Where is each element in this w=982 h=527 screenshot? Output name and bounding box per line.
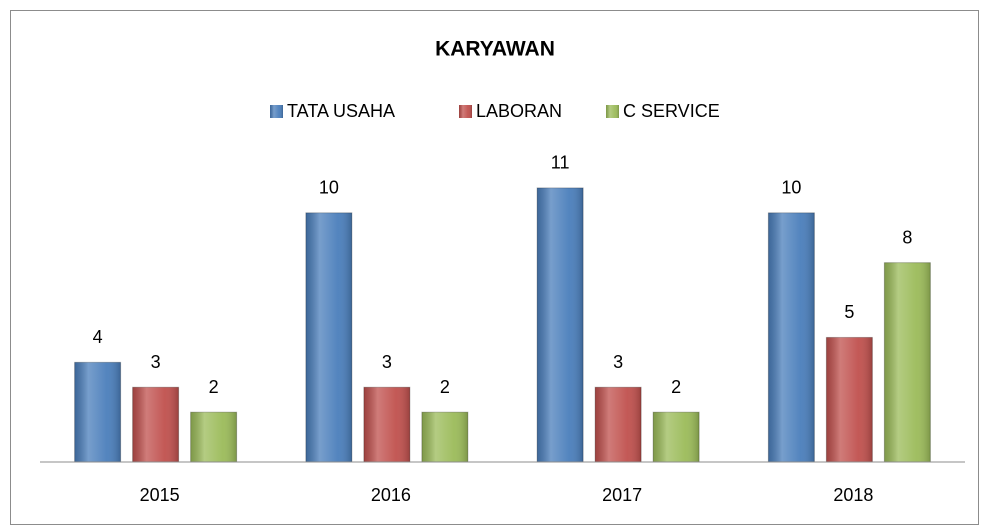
data-label: 3 — [382, 352, 392, 372]
bar-shine — [421, 412, 468, 462]
legend-swatch-shine — [459, 105, 472, 118]
bar-shine — [190, 412, 237, 462]
chart-title: KARYAWAN — [435, 38, 555, 61]
bar-shine — [537, 187, 584, 462]
data-label: 4 — [93, 327, 103, 347]
legend-swatch-shine — [270, 105, 283, 118]
legend-swatch-shine — [606, 105, 619, 118]
bar-shine — [768, 212, 815, 462]
x-tick-label: 2016 — [371, 485, 411, 505]
data-label: 5 — [844, 302, 854, 322]
data-label: 2 — [209, 377, 219, 397]
data-label: 8 — [902, 227, 912, 247]
data-label: 2 — [440, 377, 450, 397]
x-tick-label: 2018 — [833, 485, 873, 505]
bar-shine — [884, 262, 931, 462]
data-label: 3 — [151, 352, 161, 372]
legend-label: LABORAN — [476, 101, 562, 121]
bar-shine — [305, 212, 352, 462]
data-label: 11 — [551, 153, 570, 173]
bar-shine — [653, 412, 700, 462]
data-label: 10 — [781, 178, 801, 198]
data-label: 3 — [613, 352, 623, 372]
x-tick-label: 2015 — [140, 485, 180, 505]
bar-shine — [74, 362, 121, 462]
bar-shine — [363, 387, 410, 462]
legend-label: TATA USAHA — [287, 101, 395, 121]
bar-shine — [826, 337, 873, 462]
data-label: 2 — [671, 377, 681, 397]
x-tick-label: 2017 — [602, 485, 642, 505]
legend-label: C SERVICE — [623, 101, 720, 121]
bar-shine — [132, 387, 179, 462]
data-label: 10 — [319, 178, 339, 198]
bar-shine — [595, 387, 642, 462]
